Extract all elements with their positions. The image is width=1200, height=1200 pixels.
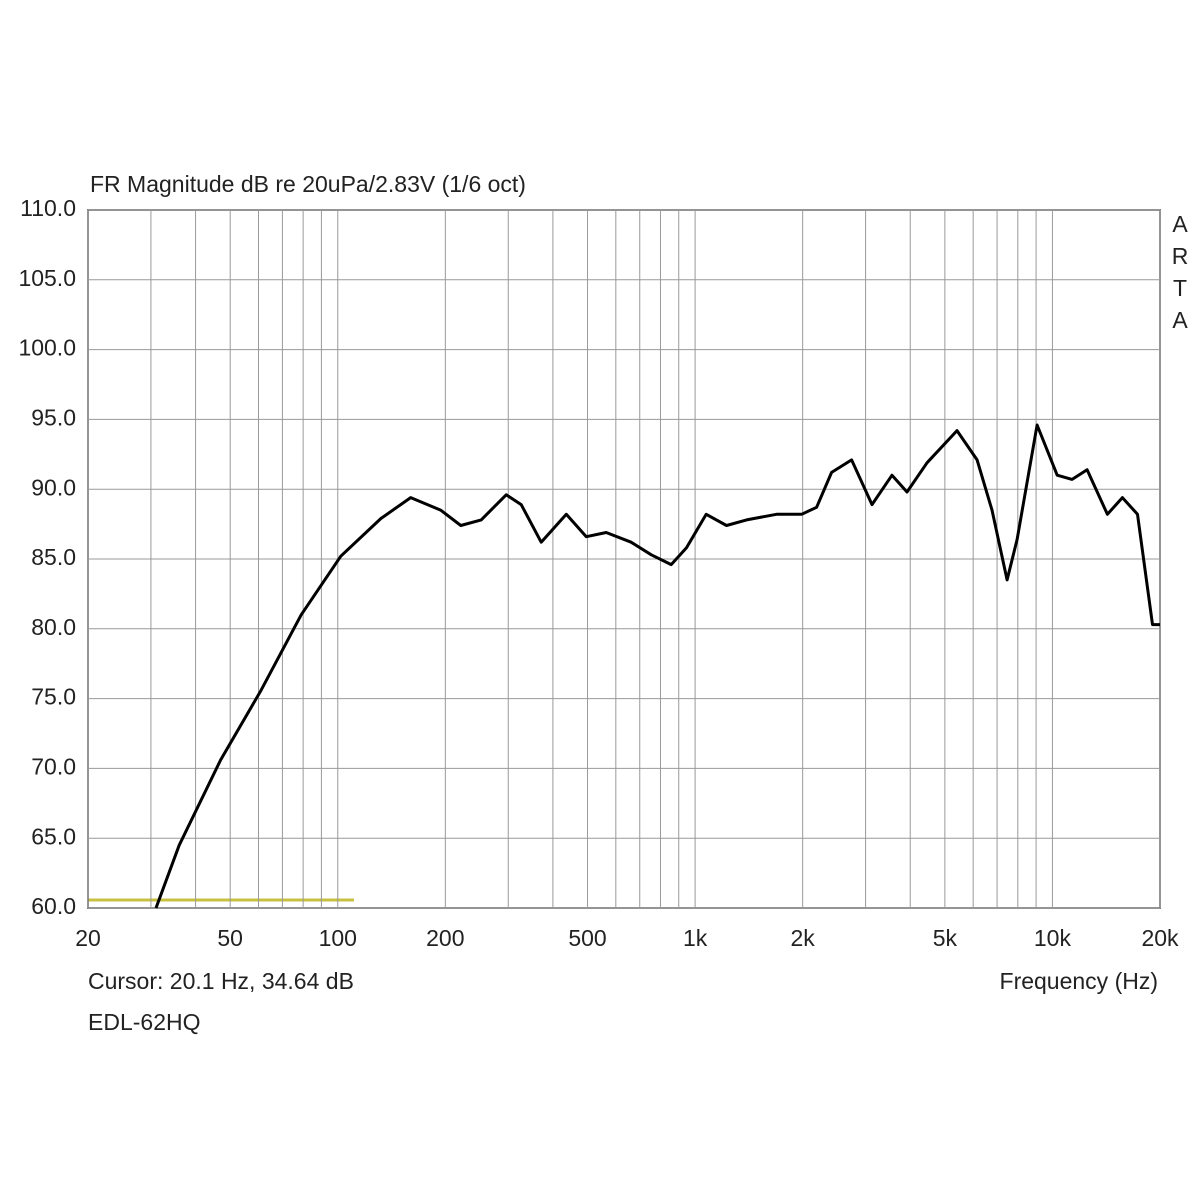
device-name: EDL-62HQ [88, 1009, 200, 1035]
x-tick-label: 1k [683, 925, 708, 951]
x-tick-label: 200 [426, 925, 464, 951]
x-tick-label: 20k [1141, 925, 1179, 951]
y-tick-label: 60.0 [31, 893, 76, 919]
x-tick-label: 100 [319, 925, 357, 951]
y-tick-label: 105.0 [18, 265, 76, 291]
chart-title: FR Magnitude dB re 20uPa/2.83V (1/6 oct) [90, 171, 526, 197]
x-tick-label: 500 [568, 925, 606, 951]
x-tick-label: 10k [1034, 925, 1072, 951]
y-tick-label: 95.0 [31, 404, 76, 430]
watermark-letter: A [1172, 307, 1188, 333]
y-tick-label: 85.0 [31, 544, 76, 570]
y-tick-label: 70.0 [31, 753, 76, 779]
y-tick-label: 80.0 [31, 614, 76, 640]
x-tick-label: 20 [75, 925, 101, 951]
response-curve [154, 423, 1160, 909]
x-tick-label: 5k [933, 925, 958, 951]
y-tick-label: 110.0 [20, 195, 76, 221]
y-tick-label: 75.0 [31, 684, 76, 710]
watermark-letter: R [1172, 243, 1189, 269]
cursor-readout: Cursor: 20.1 Hz, 34.64 dB [88, 968, 354, 994]
y-tick-label: 90.0 [31, 474, 76, 500]
watermark-letter: A [1172, 211, 1188, 237]
y-tick-label: 100.0 [18, 335, 76, 361]
x-tick-label: 50 [217, 925, 243, 951]
y-tick-label: 65.0 [31, 823, 76, 849]
x-axis-label: Frequency (Hz) [1000, 968, 1158, 994]
watermark-letter: T [1173, 275, 1187, 301]
x-tick-label: 2k [791, 925, 816, 951]
